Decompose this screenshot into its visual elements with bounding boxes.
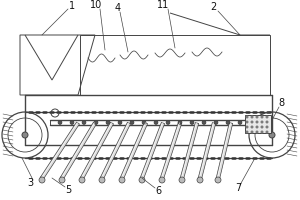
Circle shape [39,177,45,183]
Polygon shape [216,123,233,178]
Circle shape [58,121,62,124]
Circle shape [202,121,206,124]
Circle shape [139,177,145,183]
Circle shape [82,121,86,124]
Circle shape [197,177,203,183]
Circle shape [251,116,253,118]
Circle shape [256,121,258,123]
Text: 2: 2 [210,2,216,12]
Circle shape [266,131,268,133]
Text: 4: 4 [115,3,121,13]
Circle shape [238,121,242,124]
Text: 10: 10 [90,0,102,10]
Circle shape [130,121,134,124]
Text: 8: 8 [278,98,284,108]
Text: 3: 3 [27,178,33,188]
Circle shape [59,177,65,183]
Circle shape [261,131,263,133]
Circle shape [266,121,268,123]
Polygon shape [40,122,80,179]
Polygon shape [198,123,216,178]
Circle shape [251,131,253,133]
Circle shape [79,177,85,183]
Circle shape [94,121,98,124]
Polygon shape [120,122,148,179]
Circle shape [251,121,253,123]
Circle shape [256,116,258,118]
Polygon shape [100,122,130,179]
Circle shape [22,132,28,138]
Circle shape [142,121,146,124]
Circle shape [215,177,221,183]
Circle shape [256,126,258,128]
Text: 7: 7 [235,183,241,193]
Text: 1: 1 [69,1,75,11]
Circle shape [246,116,248,118]
Circle shape [70,121,74,124]
Circle shape [266,116,268,118]
Circle shape [106,121,110,124]
Circle shape [118,121,122,124]
Circle shape [246,126,248,128]
Text: 6: 6 [155,186,161,196]
Circle shape [159,177,165,183]
Circle shape [251,126,253,128]
Circle shape [166,121,170,124]
Circle shape [256,131,258,133]
Polygon shape [140,122,165,179]
Polygon shape [61,122,97,179]
Circle shape [269,132,275,138]
Circle shape [261,126,263,128]
Circle shape [178,121,182,124]
Polygon shape [180,123,199,178]
Text: 5: 5 [65,185,71,195]
Circle shape [190,121,194,124]
Circle shape [246,131,248,133]
Circle shape [179,177,185,183]
Circle shape [246,121,248,123]
Circle shape [226,121,230,124]
Circle shape [99,177,105,183]
Circle shape [119,177,125,183]
Polygon shape [80,122,113,179]
Circle shape [261,121,263,123]
Bar [245,115,271,133]
Circle shape [154,121,158,124]
Text: 11: 11 [157,0,169,10]
Polygon shape [160,122,182,179]
Circle shape [261,116,263,118]
Circle shape [266,126,268,128]
Circle shape [214,121,218,124]
